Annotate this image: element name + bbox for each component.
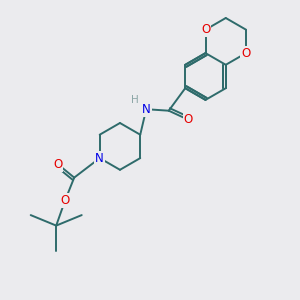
Text: N: N	[95, 152, 104, 165]
Text: O: O	[53, 158, 62, 171]
Text: O: O	[201, 23, 210, 36]
Text: N: N	[142, 103, 151, 116]
Text: H: H	[131, 94, 139, 105]
Text: O: O	[61, 194, 70, 207]
Text: O: O	[184, 113, 193, 126]
Text: O: O	[242, 46, 251, 60]
